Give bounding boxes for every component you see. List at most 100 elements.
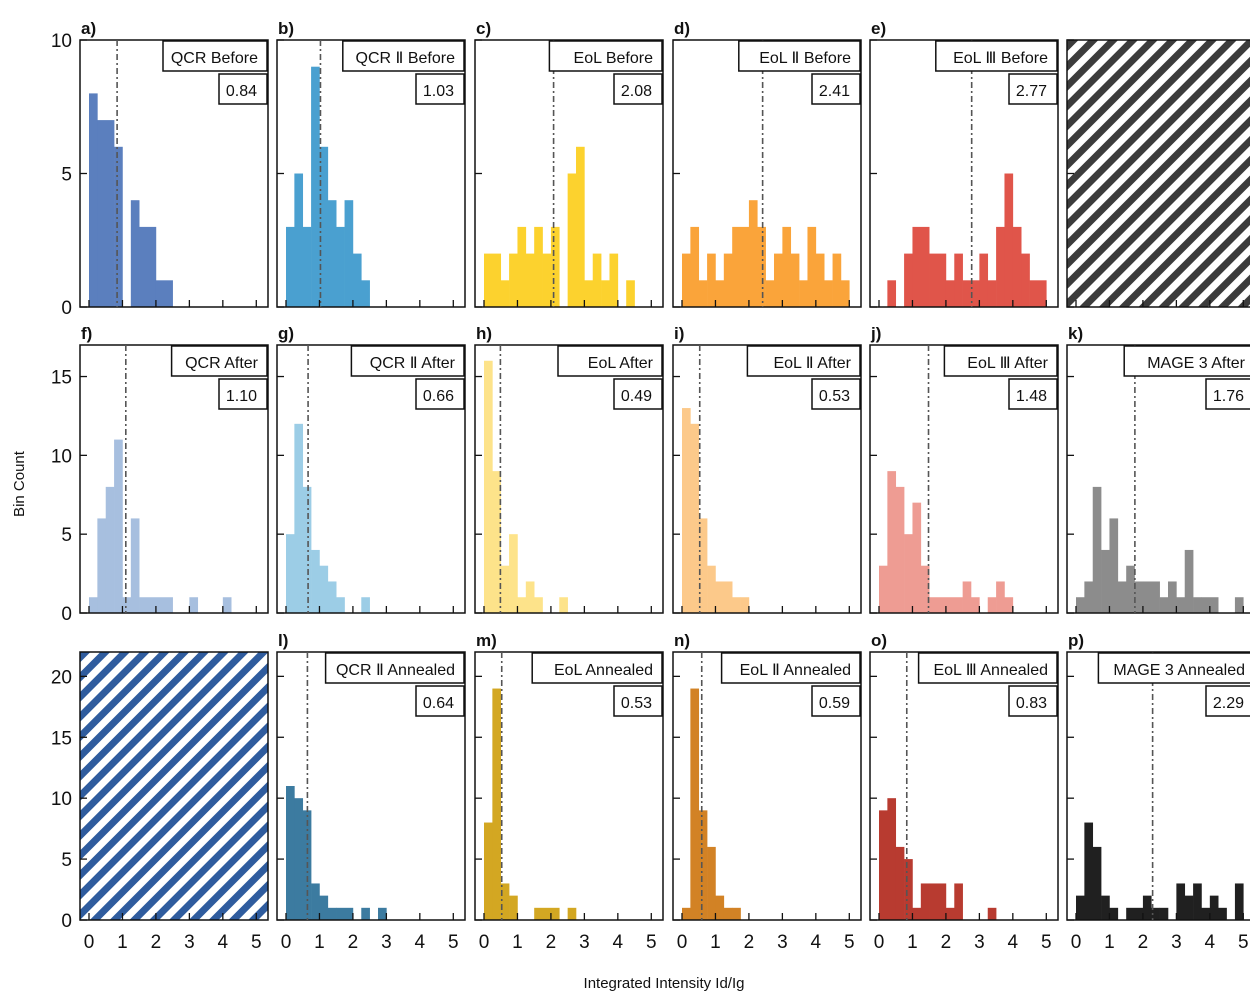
panel-legend-label: QCR After [185, 355, 259, 372]
histogram-bar [715, 581, 733, 613]
histogram-bar [1004, 173, 1014, 307]
panel-k: MAGE 3 After 1.76 k) [1066, 324, 1250, 614]
histogram-bar [723, 907, 733, 920]
x-tick-label: 0 [479, 932, 490, 953]
histogram-bar [89, 597, 98, 613]
mean-value-box [415, 685, 465, 717]
histogram-bar [130, 518, 140, 613]
panel-e: EoL Ⅲ Before 2.77 e) [869, 19, 1059, 308]
y-tick-label: 0 [61, 298, 72, 319]
histogram-bar [534, 907, 560, 920]
histogram-bar [879, 565, 888, 613]
x-tick-label: 5 [1238, 932, 1249, 953]
histogram-bar [790, 253, 800, 307]
panel-a: QCR Before 0.84 a) 0 5 10 [51, 19, 269, 319]
histogram-bar [979, 253, 989, 307]
histogram-bar [824, 280, 833, 307]
panel-b: QCR Ⅱ Before 1.03 b) [276, 19, 466, 308]
mean-value-box [415, 73, 465, 105]
panel-legend-label: EoL Ⅲ Annealed [933, 662, 1048, 679]
mean-value-box [1205, 378, 1250, 410]
histogram-bar [887, 471, 897, 613]
histogram-bar [509, 895, 518, 920]
hatched-placeholder-panel [79, 651, 269, 921]
mean-value-box [1008, 685, 1058, 717]
histogram-bar [534, 597, 543, 613]
x-tick-label: 3 [579, 932, 590, 953]
histogram-bar [1126, 565, 1135, 613]
panel-g: QCR Ⅱ After 0.66 g) [276, 324, 466, 614]
x-tick-label: 5 [844, 932, 855, 953]
histogram-bar [782, 226, 792, 307]
mean-value-label: 0.59 [819, 695, 850, 712]
histogram-bar [962, 581, 972, 613]
histogram-bar [807, 226, 817, 307]
histogram-bar [1218, 907, 1227, 920]
x-tick-label: 2 [941, 932, 952, 953]
histogram-bar [517, 597, 527, 613]
mean-value-box [613, 73, 663, 105]
histogram-bar [945, 280, 955, 307]
panel-legend-label: EoL Ⅱ After [773, 355, 851, 372]
histogram-bar [559, 597, 568, 613]
panel-letter: l) [278, 631, 288, 650]
panel-l: QCR Ⅱ Annealed 0.64 l) 0 1 2 3 4 5 [276, 631, 466, 953]
x-tick-label: 3 [974, 932, 985, 953]
histogram-bar [500, 565, 510, 613]
y-tick-label: 5 [61, 525, 72, 546]
mean-value-label: 0.83 [1016, 695, 1047, 712]
histogram-bar [1076, 597, 1085, 613]
y-tick-label: 15 [51, 368, 72, 389]
panel-letter: j) [870, 324, 881, 343]
panel-frame [276, 344, 466, 614]
histogram-bar [114, 439, 123, 613]
y-tick-label: 0 [61, 911, 72, 932]
histogram-bar [732, 226, 750, 307]
panel-legend-label: MAGE 3 After [1147, 355, 1245, 372]
histogram-bar [1101, 895, 1110, 920]
mean-value-label: 1.10 [226, 388, 257, 405]
histogram-bar [707, 253, 716, 307]
histogram-bar [707, 846, 716, 920]
histogram-bar [732, 907, 741, 920]
mean-value-box [811, 378, 861, 410]
histogram-bar [929, 883, 947, 920]
x-tick-label: 3 [1171, 932, 1182, 953]
histogram-bar [139, 226, 157, 307]
y-tick-label: 10 [51, 446, 72, 467]
y-axis-title: Bin Count [11, 450, 28, 517]
histogram-bar [500, 883, 510, 920]
panel-legend-label: EoL Annealed [554, 662, 653, 679]
panel-letter: d) [674, 19, 690, 38]
histogram-bar [987, 597, 997, 613]
panel-legend-box [342, 40, 465, 72]
mean-value-label: 2.41 [819, 83, 850, 100]
panel-legend-label: EoL Ⅲ After [967, 355, 1048, 372]
panel-frame [1066, 651, 1250, 921]
panel-h: EoL After 0.49 h) [474, 324, 664, 614]
histogram-bar [912, 502, 922, 613]
histogram-bar [715, 895, 725, 920]
histogram-bar [378, 907, 387, 920]
mean-value-label: 2.77 [1016, 83, 1047, 100]
panel-n: EoL Ⅱ Annealed 0.59 n) 0 1 2 3 4 5 [672, 631, 862, 953]
x-tick-label: 5 [1041, 932, 1052, 953]
histogram-bar [1159, 907, 1169, 920]
histogram-bar [996, 581, 1005, 613]
panel-i: EoL Ⅱ After 0.53 i) [672, 324, 862, 614]
histogram-bar [484, 360, 493, 613]
histogram-bar [336, 907, 354, 920]
histogram-bar [1184, 549, 1194, 613]
histogram-bar [954, 253, 963, 307]
histogram-bar [492, 688, 502, 920]
histogram-bar [1159, 597, 1169, 613]
panel-letter: a) [81, 19, 96, 38]
histogram-bar [1029, 280, 1047, 307]
y-tick-label: 10 [51, 31, 72, 52]
mean-value-box [1008, 73, 1058, 105]
panel-hatched-12: 0 5 10 15 20 0 1 2 3 4 5 [51, 651, 269, 953]
histogram-bar [1168, 581, 1177, 613]
panel-legend-box [350, 345, 465, 377]
histogram-bar [1234, 883, 1244, 920]
